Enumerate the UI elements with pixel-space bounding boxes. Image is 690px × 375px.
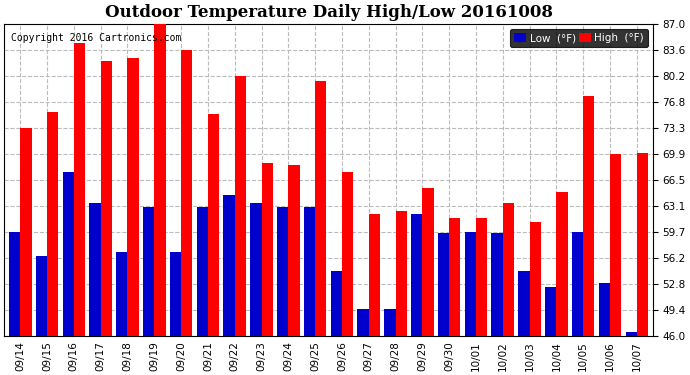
Bar [208,114,219,336]
Bar [556,192,568,336]
Bar [224,195,235,336]
Bar [74,43,85,336]
Bar [626,332,637,336]
Bar [36,256,47,336]
Bar [288,165,299,336]
Bar [572,232,583,336]
Bar [610,154,621,336]
Bar [422,188,433,336]
Bar [449,218,460,336]
Bar [395,210,407,336]
Bar [170,252,181,336]
Bar [357,309,368,336]
Bar [128,58,139,336]
Text: Copyright 2016 Cartronics.com: Copyright 2016 Cartronics.com [10,33,181,44]
Bar [116,252,128,336]
Bar [331,272,342,336]
Bar [197,207,208,336]
Bar [342,172,353,336]
Legend: Low  (°F), High  (°F): Low (°F), High (°F) [510,29,648,47]
Bar [411,214,422,336]
Bar [143,207,155,336]
Title: Outdoor Temperature Daily High/Low 20161008: Outdoor Temperature Daily High/Low 20161… [104,4,553,21]
Bar [476,218,487,336]
Bar [384,309,395,336]
Bar [20,128,32,336]
Bar [63,172,74,336]
Bar [583,96,594,336]
Bar [235,76,246,336]
Bar [262,163,273,336]
Bar [101,61,112,336]
Bar [438,233,449,336]
Bar [315,81,326,336]
Bar [637,153,648,336]
Bar [277,207,288,336]
Bar [518,272,529,336]
Bar [9,232,20,336]
Bar [464,232,476,336]
Bar [529,222,541,336]
Bar [47,112,59,336]
Bar [545,286,556,336]
Bar [368,214,380,336]
Bar [304,207,315,336]
Bar [90,203,101,336]
Bar [250,203,262,336]
Bar [491,233,503,336]
Bar [599,283,610,336]
Bar [155,24,166,336]
Bar [503,203,514,336]
Bar [181,50,193,336]
